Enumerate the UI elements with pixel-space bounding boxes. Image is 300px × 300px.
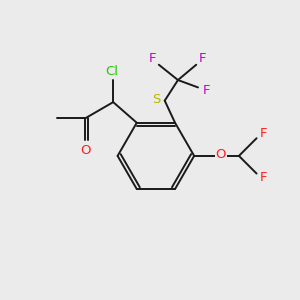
Text: O: O (80, 144, 91, 157)
Text: F: F (199, 52, 206, 65)
Text: F: F (260, 172, 268, 184)
Text: F: F (260, 127, 268, 140)
Text: F: F (148, 52, 156, 65)
Text: Cl: Cl (105, 65, 118, 78)
Text: S: S (152, 93, 160, 106)
Text: O: O (215, 148, 226, 161)
Text: F: F (202, 84, 210, 97)
